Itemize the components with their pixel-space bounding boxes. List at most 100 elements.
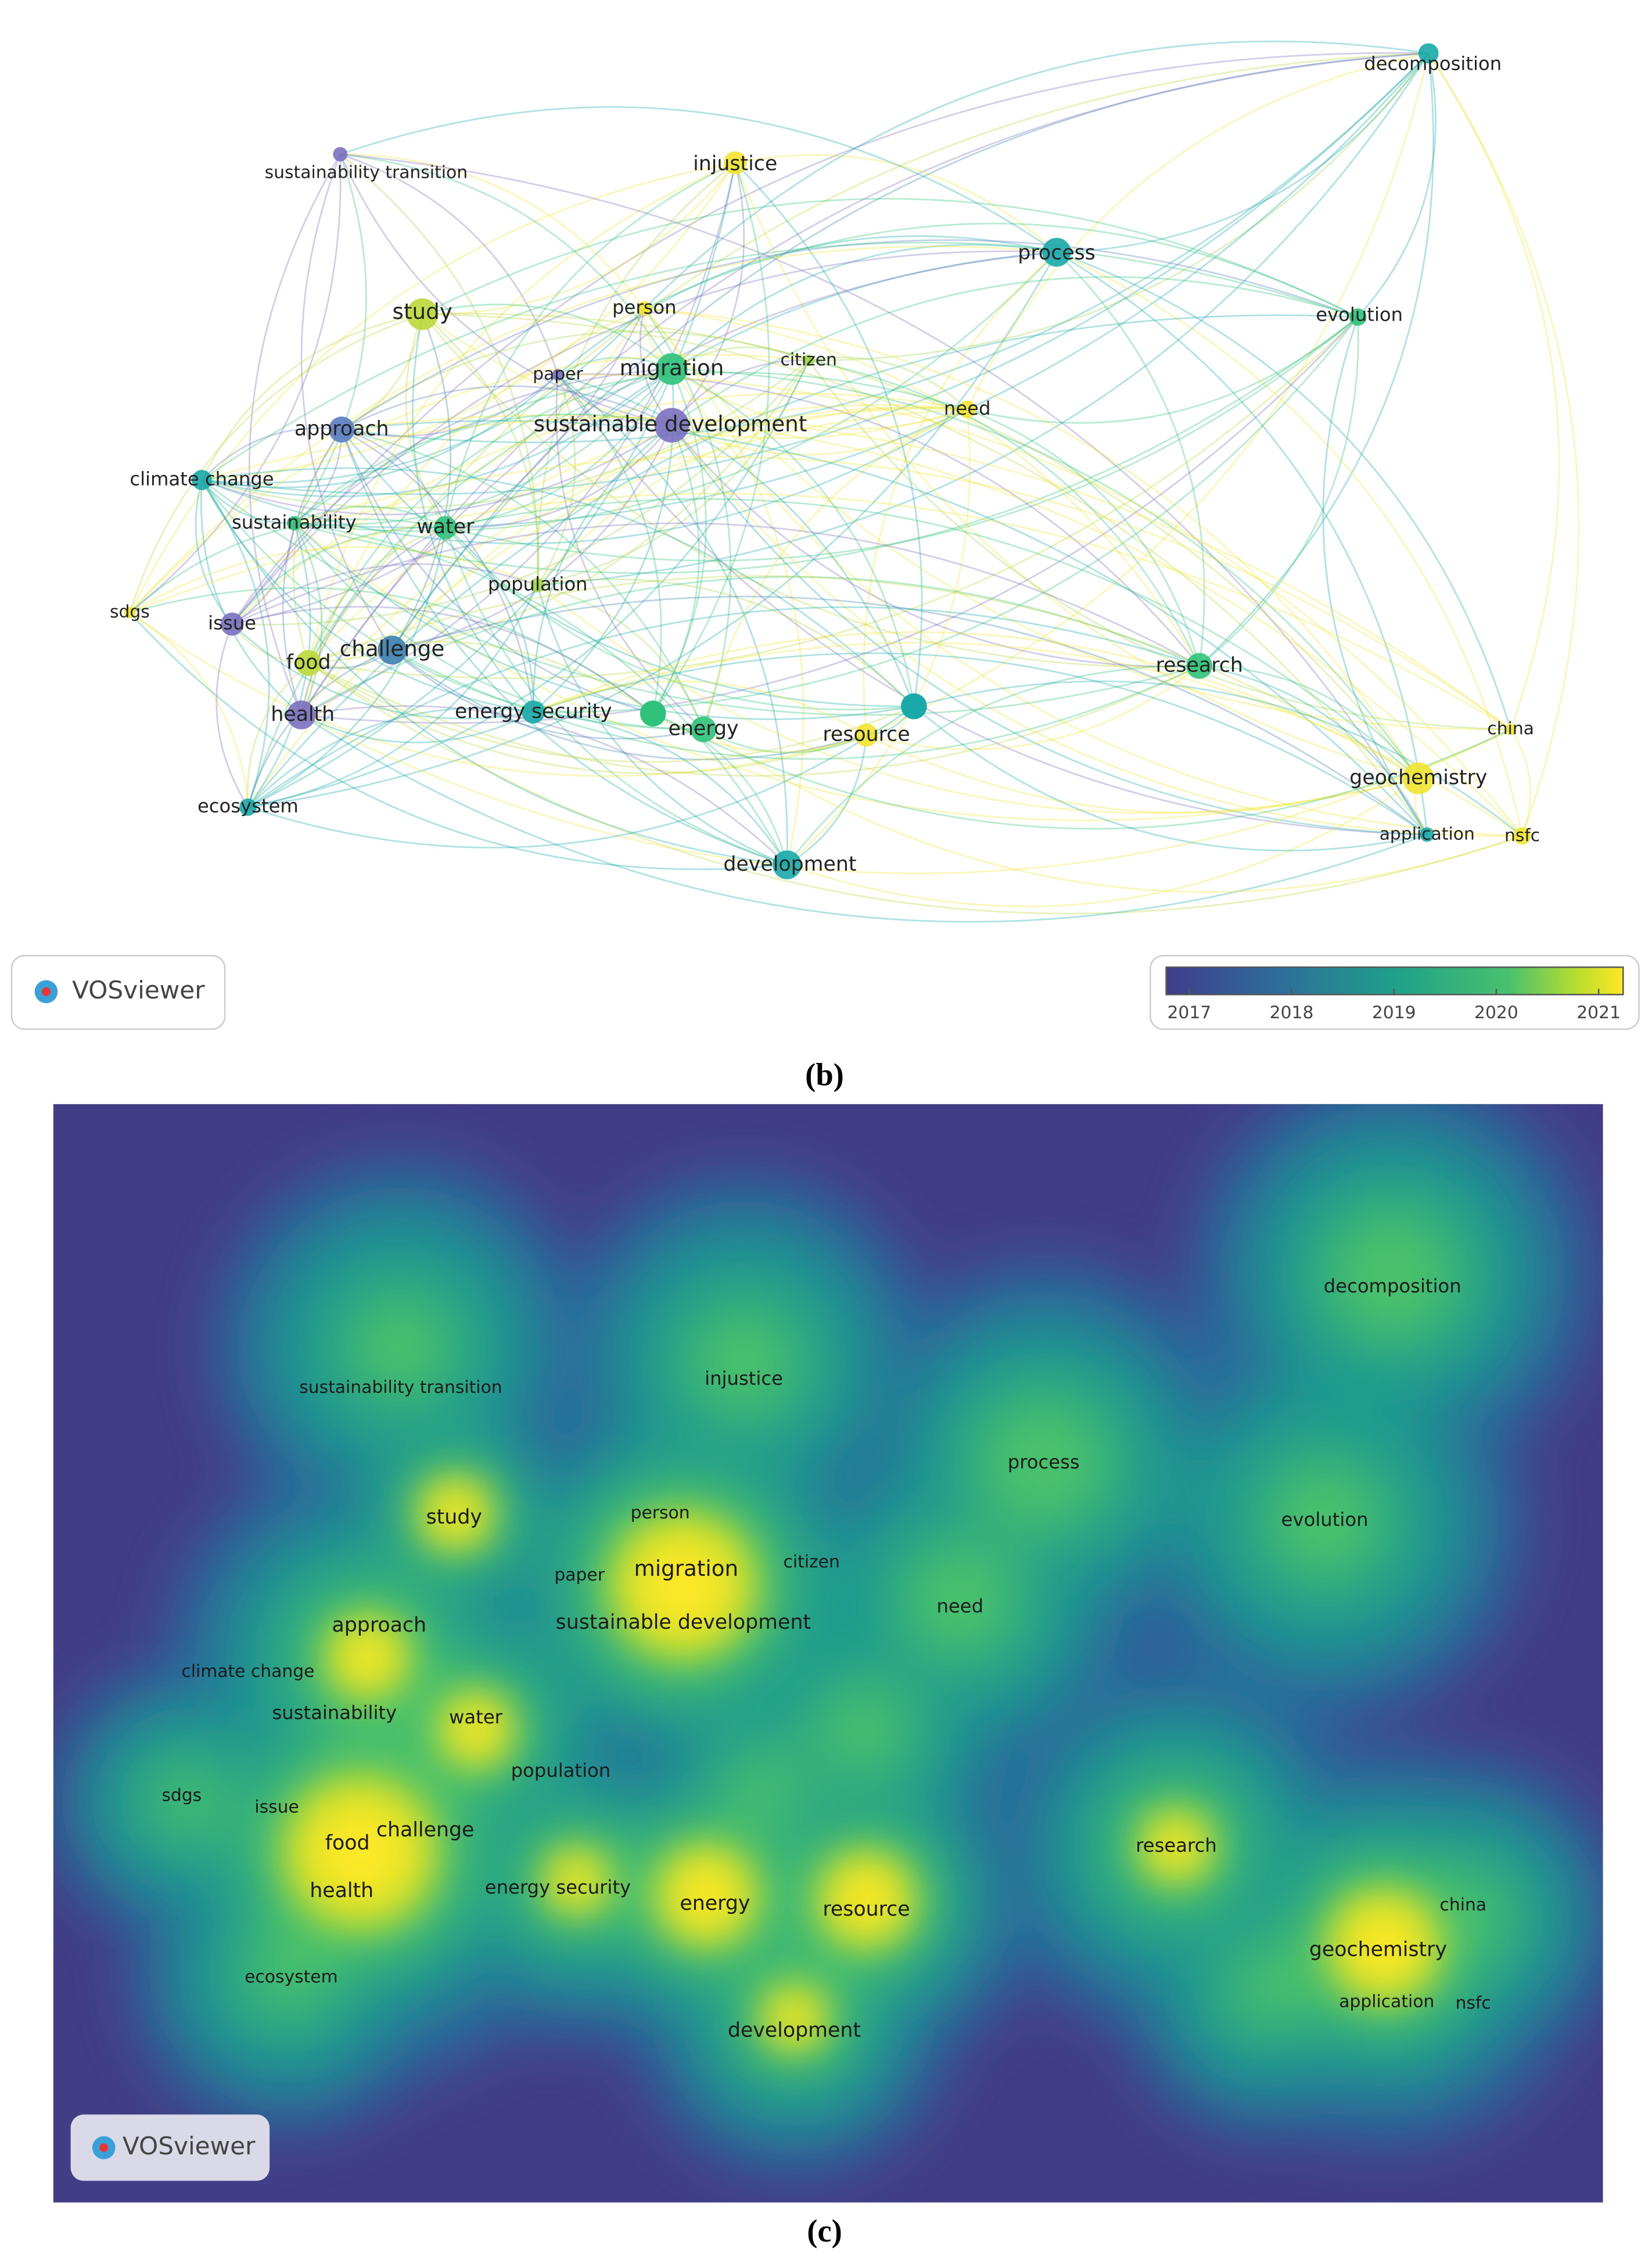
- node: [378, 635, 407, 664]
- density-label: sustainability transition: [299, 1377, 502, 1398]
- edge: [557, 235, 1057, 376]
- node-label: sdgs: [110, 602, 150, 622]
- edge: [555, 375, 704, 730]
- edge: [308, 662, 867, 774]
- logo-text: VOSviewer: [123, 2132, 256, 2160]
- edge: [341, 385, 673, 430]
- edge: [293, 154, 367, 524]
- network-b: decomposition injustice sustainability tra…: [110, 43, 1540, 879]
- legend-tick-label: 2019: [1372, 1003, 1416, 1023]
- labels-c: decomposition sustainability transition in…: [161, 1275, 1491, 2042]
- edge: [342, 52, 1430, 443]
- edge: [644, 307, 1420, 779]
- node-label: paper: [533, 364, 583, 385]
- edge: [300, 154, 393, 651]
- edge: [558, 373, 915, 707]
- edge: [129, 612, 788, 870]
- edges: [129, 40, 1580, 923]
- edge: [195, 480, 233, 625]
- edge: [533, 711, 788, 865]
- edge: [202, 52, 1430, 495]
- edge: [129, 518, 446, 613]
- edge: [340, 106, 1057, 253]
- density-blob: [239, 1925, 338, 2024]
- logo-box: [70, 2114, 270, 2181]
- edge: [282, 429, 343, 716]
- node-label: evolution: [1316, 303, 1403, 325]
- edge: [422, 312, 1419, 779]
- density-blob: [144, 1758, 231, 1845]
- node: [192, 469, 212, 490]
- edge: [342, 414, 1523, 837]
- edge: [652, 425, 700, 714]
- edge: [557, 374, 788, 865]
- edge: [232, 522, 1200, 667]
- edge: [129, 612, 249, 807]
- density-label: process: [1008, 1451, 1080, 1473]
- node: [286, 516, 301, 531]
- edge: [201, 313, 423, 480]
- edge: [537, 585, 788, 866]
- edge: [307, 368, 672, 664]
- node: [1418, 43, 1439, 64]
- edge: [671, 244, 1057, 370]
- edge: [734, 162, 1419, 780]
- edge: [671, 408, 968, 456]
- node: [295, 650, 322, 676]
- edge: [913, 705, 1428, 852]
- logo-box: [10, 955, 226, 1030]
- node: [854, 723, 878, 747]
- edge: [341, 429, 914, 707]
- node: [333, 147, 348, 161]
- logo-icon: [42, 987, 51, 996]
- edge: [537, 360, 810, 586]
- edge: [392, 649, 867, 760]
- edge: [340, 429, 653, 714]
- density-blob: [1345, 1908, 1422, 1984]
- edge: [300, 251, 1057, 716]
- edge: [301, 714, 1511, 874]
- edge: [392, 649, 1200, 760]
- edge: [786, 665, 1200, 865]
- density-label: sustainability: [272, 1702, 397, 1724]
- edge: [787, 735, 867, 866]
- edge: [866, 665, 1200, 750]
- edge: [232, 606, 654, 714]
- edge: [202, 416, 1511, 730]
- edge: [300, 714, 1428, 923]
- density-blob: [834, 1867, 899, 1932]
- edge: [1428, 53, 1560, 730]
- edge: [1199, 665, 1428, 835]
- edge: [231, 526, 446, 625]
- edge: [444, 162, 736, 528]
- edge: [863, 252, 1057, 735]
- node-label: resource: [823, 723, 910, 746]
- edge: [308, 662, 1523, 915]
- node: [124, 606, 136, 619]
- edge: [1198, 53, 1434, 667]
- edge: [294, 368, 673, 526]
- edge: [671, 276, 1359, 426]
- node-label: ecosystem: [197, 795, 299, 817]
- edge: [232, 360, 810, 626]
- edge: [202, 308, 645, 484]
- edge: [201, 479, 534, 713]
- node-label: study: [393, 299, 452, 324]
- edge: [307, 526, 446, 663]
- edge: [300, 307, 645, 716]
- node: [530, 578, 545, 592]
- edge: [293, 316, 1359, 574]
- node-label: injustice: [693, 152, 777, 175]
- edge: [391, 314, 452, 651]
- edge: [293, 429, 343, 524]
- edge: [341, 331, 809, 430]
- edge: [734, 162, 923, 707]
- edge: [293, 523, 323, 716]
- edge: [201, 427, 342, 481]
- density-label: energy: [680, 1892, 750, 1915]
- node-label: health: [271, 703, 335, 726]
- edge: [232, 308, 645, 625]
- density-label: food: [325, 1831, 370, 1855]
- edge: [537, 407, 968, 586]
- density-blob: [1258, 1454, 1391, 1587]
